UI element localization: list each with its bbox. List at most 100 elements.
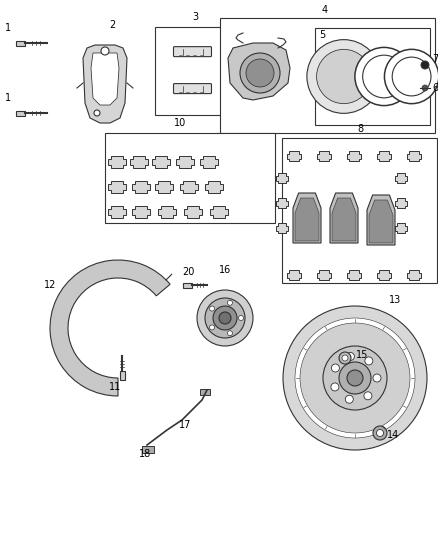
Polygon shape — [210, 206, 228, 218]
Circle shape — [339, 352, 351, 364]
Polygon shape — [276, 173, 288, 183]
Polygon shape — [287, 270, 301, 280]
Text: 10: 10 — [174, 118, 186, 128]
Text: 17: 17 — [179, 420, 191, 430]
Polygon shape — [91, 53, 119, 105]
Circle shape — [332, 364, 339, 372]
Circle shape — [355, 47, 413, 106]
Circle shape — [317, 50, 371, 103]
Bar — [155, 27, 230, 115]
Polygon shape — [158, 206, 176, 218]
Circle shape — [219, 312, 231, 324]
Circle shape — [94, 110, 100, 116]
Polygon shape — [377, 151, 391, 161]
Text: 4: 4 — [322, 5, 328, 15]
Polygon shape — [228, 43, 290, 100]
Circle shape — [209, 306, 215, 311]
Circle shape — [339, 362, 371, 394]
Circle shape — [197, 290, 253, 346]
Circle shape — [323, 346, 387, 410]
Bar — [220, 18, 435, 133]
Circle shape — [392, 57, 431, 96]
Text: 13: 13 — [389, 295, 401, 305]
Polygon shape — [176, 156, 194, 168]
Polygon shape — [317, 270, 331, 280]
Polygon shape — [108, 156, 126, 168]
Circle shape — [240, 53, 280, 93]
Polygon shape — [287, 151, 301, 161]
Polygon shape — [108, 181, 126, 193]
Text: 1: 1 — [5, 23, 11, 33]
Circle shape — [295, 318, 415, 438]
Polygon shape — [347, 151, 361, 161]
Bar — [282, 138, 437, 283]
Text: 7: 7 — [432, 54, 438, 64]
Text: 8: 8 — [357, 124, 363, 134]
Circle shape — [283, 306, 427, 450]
Circle shape — [347, 370, 363, 386]
Circle shape — [373, 426, 387, 440]
Circle shape — [101, 47, 109, 55]
Polygon shape — [184, 206, 202, 218]
Polygon shape — [180, 181, 198, 193]
Polygon shape — [317, 151, 331, 161]
Text: 12: 12 — [44, 280, 56, 290]
Circle shape — [385, 50, 438, 103]
Polygon shape — [295, 198, 319, 241]
Polygon shape — [395, 173, 407, 183]
Polygon shape — [293, 193, 321, 243]
Circle shape — [364, 392, 372, 400]
Text: 2: 2 — [109, 20, 115, 30]
Bar — [315, 28, 430, 125]
Text: 3: 3 — [192, 12, 198, 22]
Circle shape — [331, 383, 339, 391]
FancyBboxPatch shape — [173, 47, 212, 56]
Polygon shape — [332, 198, 356, 241]
Circle shape — [213, 306, 237, 330]
Polygon shape — [395, 198, 407, 208]
Polygon shape — [130, 156, 148, 168]
Polygon shape — [367, 195, 395, 245]
Text: 18: 18 — [139, 449, 151, 459]
Circle shape — [365, 357, 373, 365]
Polygon shape — [183, 282, 192, 287]
Text: 1: 1 — [5, 93, 11, 103]
Circle shape — [239, 316, 244, 320]
Circle shape — [377, 430, 384, 437]
Text: 14: 14 — [387, 430, 399, 440]
Bar — [105, 133, 275, 223]
Polygon shape — [132, 181, 150, 193]
Circle shape — [246, 59, 274, 87]
Polygon shape — [120, 371, 124, 380]
Polygon shape — [347, 270, 361, 280]
Circle shape — [373, 374, 381, 382]
Polygon shape — [108, 206, 126, 218]
Circle shape — [342, 355, 348, 361]
Circle shape — [300, 323, 410, 433]
Text: 20: 20 — [182, 267, 194, 277]
Polygon shape — [132, 206, 150, 218]
Circle shape — [307, 39, 381, 114]
Circle shape — [345, 395, 353, 403]
Circle shape — [421, 61, 429, 69]
Circle shape — [209, 325, 215, 330]
Polygon shape — [407, 151, 421, 161]
Polygon shape — [369, 200, 393, 243]
FancyBboxPatch shape — [173, 84, 212, 94]
Text: 15: 15 — [356, 350, 368, 360]
Circle shape — [205, 298, 245, 338]
Polygon shape — [205, 181, 223, 193]
Bar — [142, 446, 154, 453]
Polygon shape — [155, 181, 173, 193]
Circle shape — [227, 330, 233, 336]
Polygon shape — [16, 41, 25, 45]
Circle shape — [227, 300, 233, 305]
Polygon shape — [83, 45, 127, 123]
Text: 6: 6 — [432, 83, 438, 93]
Circle shape — [346, 352, 354, 360]
Circle shape — [363, 55, 405, 98]
Wedge shape — [50, 260, 170, 396]
Polygon shape — [200, 156, 218, 168]
Polygon shape — [407, 270, 421, 280]
Bar — [200, 389, 210, 395]
